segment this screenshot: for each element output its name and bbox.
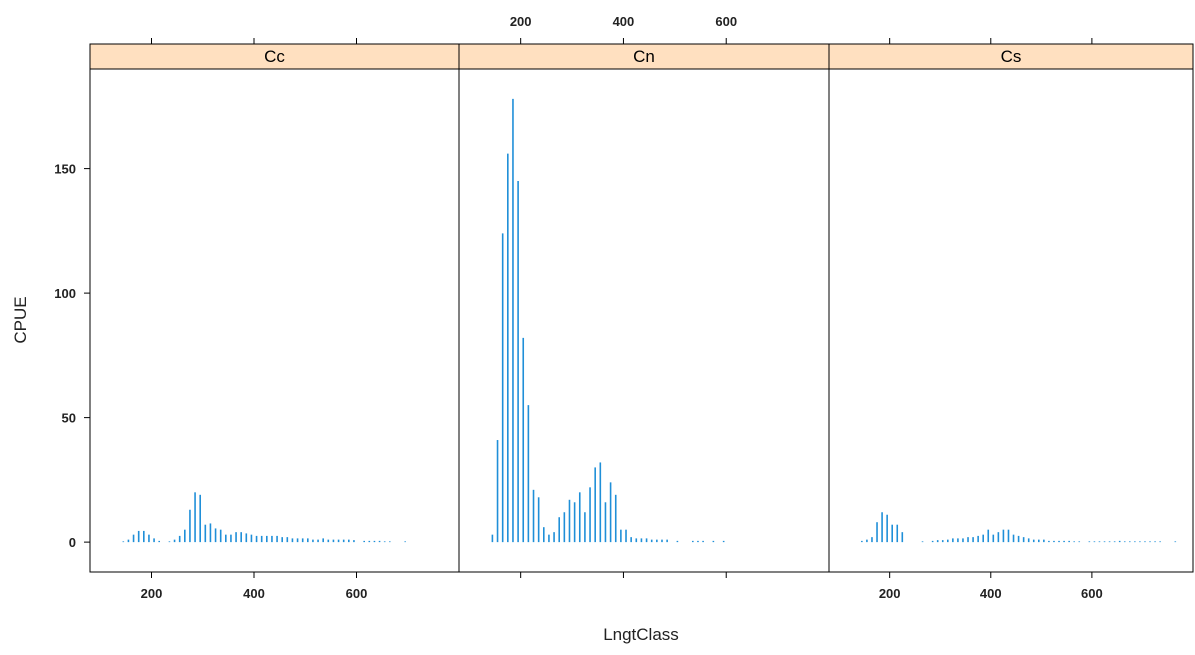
y-tick-label-50: 50 xyxy=(62,411,76,426)
x-tick-label-top-cn-200: 200 xyxy=(510,14,532,29)
x-axis-title: LngtClass xyxy=(603,625,679,644)
strip-label-cs: Cs xyxy=(1001,47,1022,66)
x-tick-label-cc-200: 200 xyxy=(141,586,163,601)
x-tick-label-cc-400: 400 xyxy=(243,586,265,601)
x-tick-label-cs-600: 600 xyxy=(1081,586,1103,601)
strip-cn xyxy=(458,43,830,70)
y-tick-label-150: 150 xyxy=(54,162,76,177)
y-axis-title: CPUE xyxy=(11,296,30,343)
panel-frame-cs xyxy=(828,68,1194,573)
x-tick-label-cs-400: 400 xyxy=(980,586,1002,601)
x-tick-label-top-cn-600: 600 xyxy=(715,14,737,29)
x-tick-label-cs-200: 200 xyxy=(879,586,901,601)
strip-cs xyxy=(828,43,1194,70)
panel-frame-cc xyxy=(89,68,460,573)
strip-label-cc: Cc xyxy=(264,47,285,66)
y-tick-label-100: 100 xyxy=(54,286,76,301)
strip-label-cn: Cn xyxy=(633,47,655,66)
panel-frame-cn xyxy=(458,68,830,573)
x-tick-label-top-cn-400: 400 xyxy=(613,14,635,29)
x-tick-label-cc-600: 600 xyxy=(346,586,368,601)
y-tick-label-0: 0 xyxy=(69,535,76,550)
strip-cc xyxy=(89,43,460,70)
